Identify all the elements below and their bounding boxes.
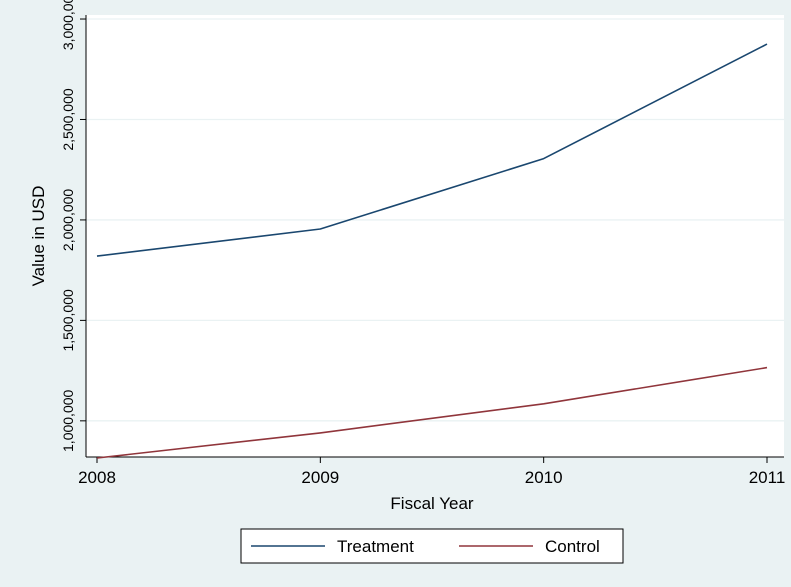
legend-label-treatment: Treatment bbox=[337, 537, 414, 556]
y-axis-title: Value in USD bbox=[29, 186, 48, 287]
x-tick-label: 2009 bbox=[301, 468, 339, 487]
axes-layer: 1,000,000 1,500,000 2,000,000 2,500,000 3,00… bbox=[60, 0, 785, 487]
plot-area bbox=[86, 15, 784, 457]
y-tick-label: 2,000,000 bbox=[60, 189, 76, 251]
x-axis-title: Fiscal Year bbox=[390, 494, 473, 513]
y-tick-label: 1,000,000 bbox=[60, 389, 76, 451]
y-tick-label: 2,500,000 bbox=[60, 88, 76, 150]
legend-label-control: Control bbox=[545, 537, 600, 556]
x-tick-label: 2010 bbox=[525, 468, 563, 487]
y-tick-label: 1,500,000 bbox=[60, 289, 76, 351]
legend: Treatment Control bbox=[240, 528, 624, 564]
series-line-treatment bbox=[96, 43, 768, 257]
series-layer bbox=[96, 43, 768, 459]
grid-layer bbox=[86, 18, 784, 422]
series-line-control bbox=[96, 366, 768, 459]
y-tick-label: 3,000,000 bbox=[60, 0, 76, 50]
x-tick-label: 2008 bbox=[78, 468, 116, 487]
x-tick-label: 2011 bbox=[749, 468, 786, 487]
